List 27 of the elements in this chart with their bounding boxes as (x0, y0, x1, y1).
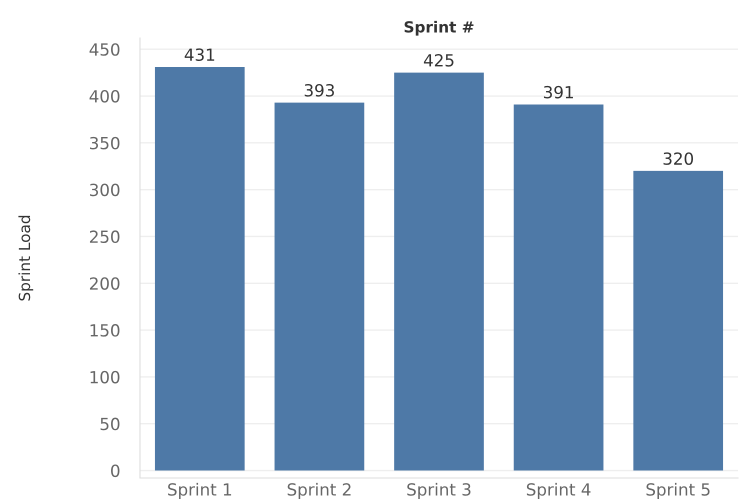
y-tick-label: 350 (90, 136, 120, 150)
bar (514, 104, 604, 471)
x-axis-title: Sprint # (404, 20, 474, 36)
data-label: 391 (544, 86, 573, 98)
x-tick-label: Sprint 4 (526, 482, 590, 499)
y-tick-label: 100 (90, 370, 120, 384)
y-axis-title: Sprint Load (18, 216, 34, 301)
data-label: 393 (304, 84, 334, 97)
x-tick-label: Sprint 1 (168, 482, 232, 499)
y-tick-label: 0 (111, 464, 120, 478)
y-tick-label: 450 (90, 43, 120, 56)
y-tick-label: 200 (90, 277, 120, 290)
x-tick-label: Sprint 3 (407, 482, 470, 499)
bar (633, 170, 724, 471)
data-label: 425 (424, 54, 454, 67)
y-tick-label: 50 (100, 418, 120, 430)
y-tick-label: 150 (90, 324, 120, 337)
data-label: 320 (664, 152, 693, 165)
bar (274, 102, 364, 471)
y-tick-label: 300 (90, 184, 120, 196)
data-label: 431 (184, 48, 214, 62)
bar (394, 72, 484, 471)
bar (154, 67, 245, 471)
y-tick-label: 400 (90, 90, 120, 103)
y-tick-label: 250 (90, 230, 120, 244)
x-tick-label: Sprint 5 (646, 482, 710, 499)
x-tick-label: Sprint 2 (288, 482, 351, 499)
